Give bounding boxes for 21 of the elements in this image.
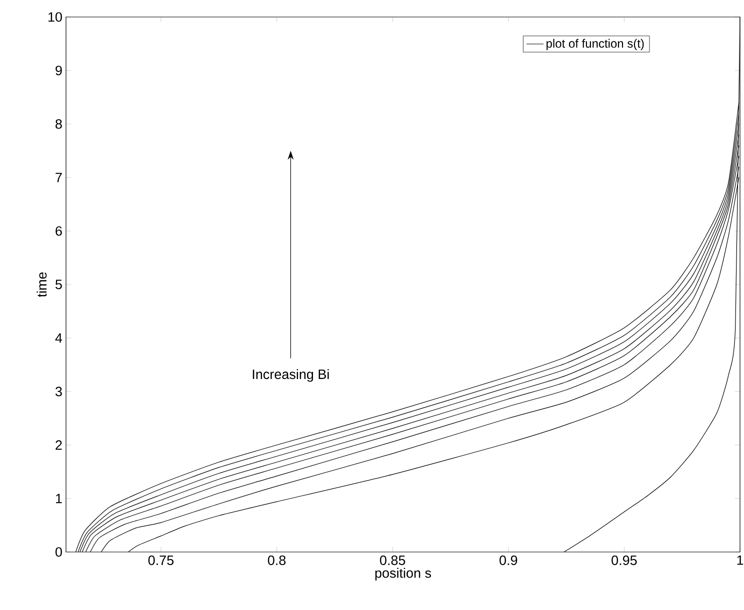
y-tick-label: 7 — [56, 172, 62, 182]
y-tick-label: 9 — [56, 66, 62, 76]
y-tick-label: 8 — [56, 119, 62, 129]
y-tick-label: 0 — [56, 547, 62, 557]
x-axis-title: position s — [375, 568, 432, 580]
x-tick-label: 0.8 — [268, 556, 286, 566]
x-tick-label: 0.9 — [500, 556, 518, 566]
annotation: Increasing Bi — [252, 369, 329, 382]
legend-label: plot of function s(t) — [546, 38, 644, 50]
x-tick-label: 1 — [737, 556, 744, 565]
y-axis-title: time — [36, 272, 47, 298]
x-tick-label: 0.95 — [612, 556, 637, 566]
y-tick-label: 4 — [55, 333, 62, 343]
y-tick-label: 10 — [48, 12, 62, 22]
y-tick-label: 2 — [56, 440, 62, 450]
y-tick-label: 3 — [55, 386, 62, 396]
y-tick-label: 6 — [56, 226, 62, 236]
y-tick-label: 5 — [56, 280, 62, 290]
x-tick-label: 0.85 — [380, 556, 406, 566]
x-tick-label: 0.75 — [148, 556, 174, 566]
y-tick-label: 1 — [56, 494, 62, 504]
